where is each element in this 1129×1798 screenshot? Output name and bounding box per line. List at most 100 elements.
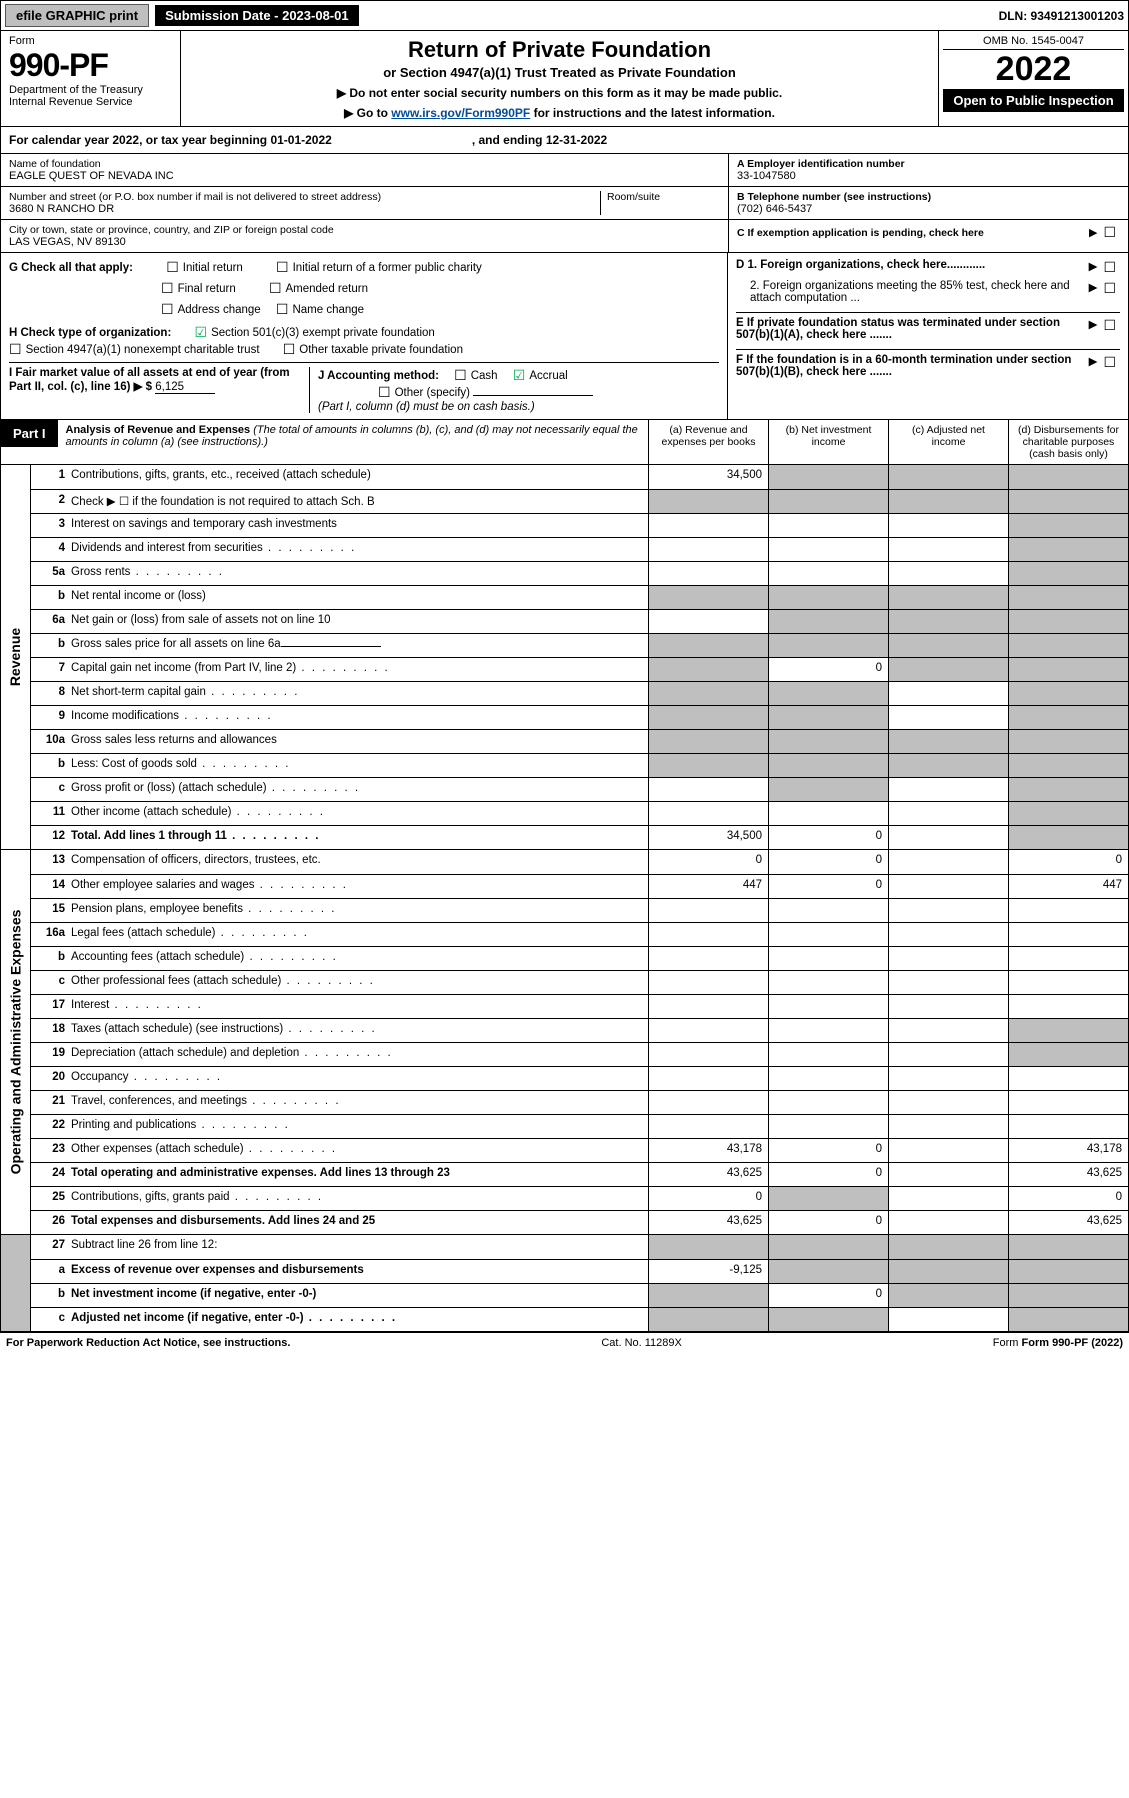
cash-checkbox[interactable] <box>454 370 471 382</box>
d1-checkbox[interactable] <box>1103 259 1120 276</box>
e-label: E If private foundation status was termi… <box>736 317 1089 341</box>
line-21: Travel, conferences, and meetings <box>71 1091 648 1114</box>
line-15: Pension plans, employee benefits <box>71 899 648 922</box>
initial-return-checkbox[interactable] <box>166 262 183 274</box>
dept-label: Department of the Treasury <box>9 84 172 96</box>
dln: DLN: 93491213001203 <box>999 9 1124 23</box>
form-title: Return of Private Foundation <box>189 37 930 63</box>
exemption-pending-label: C If exemption application is pending, c… <box>737 227 1089 239</box>
l14-b: 0 <box>768 875 888 898</box>
line-10b: Less: Cost of goods sold <box>71 754 648 777</box>
line-8: Net short-term capital gain <box>71 682 648 705</box>
line-20: Occupancy <box>71 1067 648 1090</box>
col-d-header: (d) Disbursements for charitable purpose… <box>1008 420 1128 464</box>
501c3-checkbox[interactable] <box>195 327 212 339</box>
ssn-warning: ▶ Do not enter social security numbers o… <box>189 86 930 100</box>
city-state-zip: LAS VEGAS, NV 89130 <box>9 236 720 248</box>
part1-table: Revenue 1Contributions, gifts, grants, e… <box>0 465 1129 1332</box>
line-24: Total operating and administrative expen… <box>71 1163 648 1186</box>
line-12: Total. Add lines 1 through 11 <box>71 826 648 849</box>
j-label: J Accounting method: <box>318 370 439 382</box>
street-address: 3680 N RANCHO DR <box>9 203 600 215</box>
line-17: Interest <box>71 995 648 1018</box>
calendar-year-line: For calendar year 2022, or tax year begi… <box>0 127 1129 154</box>
l24-a: 43,625 <box>648 1163 768 1186</box>
form-number: 990-PF <box>9 47 172 84</box>
name-change-checkbox[interactable] <box>276 304 293 316</box>
irs-label: Internal Revenue Service <box>9 96 172 108</box>
e-checkbox[interactable] <box>1103 317 1120 341</box>
l26-d: 43,625 <box>1008 1211 1128 1234</box>
part1-header: Part I Analysis of Revenue and Expenses … <box>0 420 1129 465</box>
line-26: Total expenses and disbursements. Add li… <box>71 1211 648 1234</box>
l12-a: 34,500 <box>648 826 768 849</box>
room-label: Room/suite <box>607 191 720 203</box>
l12-b: 0 <box>768 826 888 849</box>
goto-line: ▶ Go to www.irs.gov/Form990PF for instru… <box>189 106 930 120</box>
line-4: Dividends and interest from securities <box>71 538 648 561</box>
d2-checkbox[interactable] <box>1103 280 1120 304</box>
amended-return-checkbox[interactable] <box>269 283 286 295</box>
col-c-header: (c) Adjusted net income <box>888 420 1008 464</box>
final-return-checkbox[interactable] <box>161 283 178 295</box>
line-6b: Gross sales price for all assets on line… <box>71 634 648 657</box>
d1-label: D 1. Foreign organizations, check here..… <box>736 259 1089 276</box>
form-ref: Form Form 990-PF (2022) <box>993 1337 1123 1349</box>
line-11: Other income (attach schedule) <box>71 802 648 825</box>
l23-a: 43,178 <box>648 1139 768 1162</box>
line-27b: Net investment income (if negative, ente… <box>71 1284 648 1307</box>
accrual-checkbox[interactable] <box>513 370 530 382</box>
paperwork-notice: For Paperwork Reduction Act Notice, see … <box>6 1337 290 1349</box>
submission-date: Submission Date - 2023-08-01 <box>155 5 359 26</box>
phone-value: (702) 646-5437 <box>737 203 1120 215</box>
line-14: Other employee salaries and wages <box>71 875 648 898</box>
efile-print-button[interactable]: efile GRAPHIC print <box>5 4 149 27</box>
tax-year: 2022 <box>943 50 1124 89</box>
line-27: Subtract line 26 from line 12: <box>71 1235 648 1259</box>
cat-no: Cat. No. 11289X <box>290 1337 992 1349</box>
ein-value: 33-1047580 <box>737 170 1120 182</box>
form-header: Form 990-PF Department of the Treasury I… <box>0 31 1129 127</box>
line-16a: Legal fees (attach schedule) <box>71 923 648 946</box>
line-5a: Gross rents <box>71 562 648 585</box>
l24-b: 0 <box>768 1163 888 1186</box>
line-22: Printing and publications <box>71 1115 648 1138</box>
f-checkbox[interactable] <box>1103 354 1120 378</box>
line-13: Compensation of officers, directors, tru… <box>71 850 648 874</box>
expenses-sidebar: Operating and Administrative Expenses <box>8 910 24 1175</box>
l26-b: 0 <box>768 1211 888 1234</box>
line-1: Contributions, gifts, grants, etc., rece… <box>71 465 648 489</box>
l26-a: 43,625 <box>648 1211 768 1234</box>
entity-block: Name of foundation EAGLE QUEST OF NEVADA… <box>0 154 1129 253</box>
other-method-checkbox[interactable] <box>378 387 395 399</box>
initial-public-checkbox[interactable] <box>276 262 293 274</box>
l13-a: 0 <box>648 850 768 874</box>
l27a-a: -9,125 <box>648 1260 768 1283</box>
other-taxable-checkbox[interactable] <box>283 344 300 356</box>
line-6a: Net gain or (loss) from sale of assets n… <box>71 610 648 633</box>
form-label: Form <box>9 35 172 47</box>
line-27c: Adjusted net income (if negative, enter … <box>71 1308 648 1331</box>
address-change-checkbox[interactable] <box>161 304 178 316</box>
l23-b: 0 <box>768 1139 888 1162</box>
line-10c: Gross profit or (loss) (attach schedule) <box>71 778 648 801</box>
line-18: Taxes (attach schedule) (see instruction… <box>71 1019 648 1042</box>
form-subtitle: or Section 4947(a)(1) Trust Treated as P… <box>189 65 930 80</box>
l23-d: 43,178 <box>1008 1139 1128 1162</box>
line-16c: Other professional fees (attach schedule… <box>71 971 648 994</box>
revenue-sidebar: Revenue <box>8 628 24 686</box>
form-link[interactable]: www.irs.gov/Form990PF <box>391 106 530 120</box>
l7-b: 0 <box>768 658 888 681</box>
4947a1-checkbox[interactable] <box>9 344 26 356</box>
g-label: G Check all that apply: <box>9 262 133 274</box>
line-10a: Gross sales less returns and allowances <box>71 730 648 753</box>
line-25: Contributions, gifts, grants paid <box>71 1187 648 1210</box>
line-16b: Accounting fees (attach schedule) <box>71 947 648 970</box>
line-2: Check ▶ ☐ if the foundation is not requi… <box>71 490 648 513</box>
exemption-checkbox[interactable] <box>1103 224 1120 241</box>
line-3: Interest on savings and temporary cash i… <box>71 514 648 537</box>
f-label: F If the foundation is in a 60-month ter… <box>736 354 1089 378</box>
i-label: I Fair market value of all assets at end… <box>9 367 290 393</box>
l13-b: 0 <box>768 850 888 874</box>
l1-a: 34,500 <box>648 465 768 489</box>
